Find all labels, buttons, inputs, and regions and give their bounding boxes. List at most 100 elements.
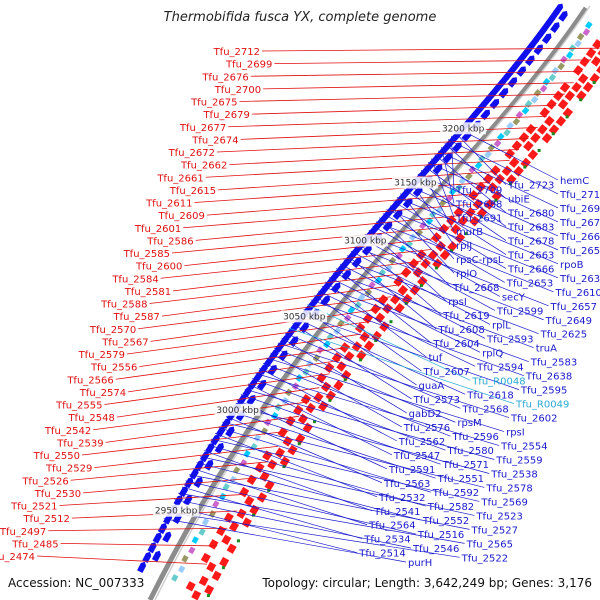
leader-line-left <box>239 93 565 102</box>
leader-line-right <box>222 421 485 488</box>
gene-function-mark <box>448 187 457 196</box>
leader-line-right <box>251 378 446 451</box>
gene-label-right: Tfu_2594 <box>476 362 523 373</box>
gene-label-left: Tfu_2485 <box>11 539 58 550</box>
gene-label-left: Tfu_2584 <box>111 274 158 285</box>
gene-label-left: Tfu_2542 <box>44 426 91 437</box>
gene-label-right: Tfu_2723 <box>507 181 554 192</box>
gene-label-right: Tfu_2668 <box>452 283 499 294</box>
forward-gene <box>226 543 237 554</box>
leader-line-left <box>205 159 510 178</box>
gene-label-right: Tfu_2554 <box>500 442 547 453</box>
gene-label-left: Tfu_2611 <box>145 199 192 210</box>
leader-line-right <box>427 162 559 223</box>
gene-label-right: Tfu_R0049 <box>515 400 569 411</box>
reverse-gene <box>194 459 204 471</box>
leader-line-right <box>255 373 500 446</box>
leader-line-right <box>299 313 520 390</box>
gene-function-mark <box>582 28 591 36</box>
map-title: Thermobifida fusca YX, complete genome <box>163 10 437 25</box>
reverse-gene <box>157 522 167 535</box>
leader-line-right <box>321 285 529 363</box>
gene-function-mark <box>506 121 515 130</box>
reverse-gene <box>480 109 490 121</box>
forward-gene <box>331 352 343 363</box>
leader-line-right <box>424 165 507 227</box>
leader-line-right <box>207 444 426 507</box>
gene-label-right: Tfu_2625 <box>540 330 587 341</box>
forward-gene <box>590 55 600 67</box>
leader-line-left <box>161 284 402 317</box>
gene-label-right: Tfu_2657 <box>550 302 597 313</box>
gene-label-left: Tfu_2712 <box>213 47 260 58</box>
leader-line-right <box>248 383 393 456</box>
forward-gene <box>340 369 352 381</box>
forward-gene <box>363 340 375 351</box>
leader-line-right <box>454 131 507 185</box>
leader-line-left <box>183 203 471 229</box>
gene-function-mark <box>565 51 574 59</box>
forward-gene <box>490 165 501 176</box>
leader-line-right <box>410 181 455 246</box>
gene-label-right: rplL <box>492 320 511 331</box>
reverse-gene <box>205 442 215 454</box>
forward-gene <box>504 148 516 160</box>
leader-line-left <box>138 296 391 330</box>
gene-label-right: Tfu_2663 <box>507 251 554 262</box>
gene-function-mark <box>542 77 551 86</box>
gene-label-right: Tfu_2607 <box>423 367 470 378</box>
gene-label-right: Tfu_2565 <box>466 539 513 550</box>
forward-gene <box>216 525 227 537</box>
feature-tick <box>297 442 301 446</box>
forward-gene <box>279 456 290 467</box>
scale-label: 3050 kbp <box>283 312 326 322</box>
feature-tick <box>206 594 210 598</box>
forward-gene <box>487 182 498 193</box>
gene-label-right: Tfu_2602 <box>510 414 557 425</box>
gene-label-right: rpsC-rpsL <box>456 255 504 266</box>
gene-label-right: Tfu_2604 <box>432 339 479 350</box>
forward-gene <box>417 275 428 287</box>
gene-label-right: Tfu_2649 <box>545 316 592 327</box>
reverse-gene <box>432 164 443 175</box>
leader-line-right <box>379 217 452 288</box>
gene-label-right: rpsI <box>448 297 467 308</box>
leader-line-right <box>178 492 465 544</box>
feature-tick <box>523 165 527 169</box>
gene-label-left: Tfu_2672 <box>168 148 215 159</box>
leader-line-right <box>365 233 549 307</box>
leader-line-right <box>447 139 559 195</box>
leader-line-left <box>229 149 519 166</box>
leader-line-left <box>150 308 381 342</box>
gene-label-right: Tfu_2562 <box>398 437 445 448</box>
leader-line-right <box>400 193 455 260</box>
gene-label-right: Tfu_2688 <box>455 199 502 210</box>
forward-gene <box>211 570 222 582</box>
gene-function-mark <box>560 55 568 64</box>
gene-label-right: Tfu_2551 <box>437 474 484 485</box>
accession-text: Accession: NC_007333 <box>8 576 145 590</box>
gene-function-mark <box>219 492 227 501</box>
gene-function-mark <box>274 403 283 412</box>
leader-line-left <box>48 527 228 532</box>
forward-gene <box>351 341 363 352</box>
feature-tick <box>494 198 498 202</box>
leader-line-right <box>403 189 507 255</box>
feature-tick <box>565 115 569 119</box>
gene-label-right: Tfu_2638 <box>525 372 572 383</box>
gene-label-right: gabD2 <box>409 409 442 420</box>
reverse-gene <box>152 532 162 544</box>
gene-label-right: Tfu_2564 <box>368 521 415 532</box>
forward-gene <box>241 517 252 528</box>
forward-gene <box>494 173 506 185</box>
forward-gene <box>450 223 461 235</box>
forward-gene <box>274 447 286 459</box>
gene-label-right: Tfu_2571 <box>442 460 489 471</box>
forward-gene <box>582 81 594 93</box>
forward-gene <box>576 90 587 101</box>
reverse-gene <box>137 561 147 573</box>
leader-line-right <box>185 480 416 535</box>
reverse-gene <box>533 44 544 56</box>
gene-function-mark <box>548 73 557 82</box>
leader-line-right <box>236 399 388 470</box>
